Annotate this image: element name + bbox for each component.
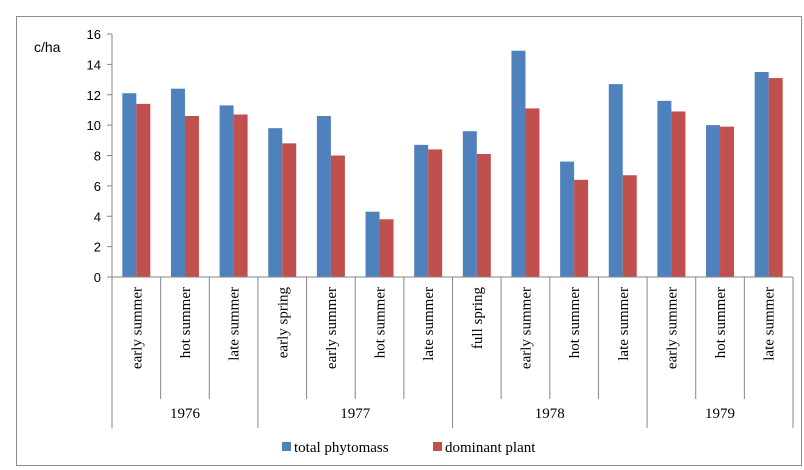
bar-dominant-plant-1979-late-summer	[768, 78, 783, 277]
bar-total-phytomass-1979-hot-summer	[706, 125, 721, 277]
legend-label-total-phytomass: total phytomass	[294, 440, 389, 456]
y-tick-label: 10	[87, 118, 101, 133]
bar-dominant-plant-1977-early-spring	[282, 143, 297, 277]
bar-dominant-plant-1976-hot-summer	[184, 116, 199, 277]
bar-dominant-plant-1979-early-summer	[671, 111, 686, 277]
y-tick-label: 8	[94, 149, 101, 164]
group-label: 1977	[340, 406, 371, 422]
bar-total-phytomass-1977-late-summer	[414, 144, 429, 277]
legend-label-dominant-plant: dominant plant	[445, 440, 536, 456]
bar-total-phytomass-1978-early-summer	[511, 50, 526, 277]
bar-total-phytomass-1976-early-summer	[122, 93, 137, 277]
y-tick-label: 12	[87, 88, 101, 103]
bar-dominant-plant-1979-hot-summer	[720, 126, 735, 277]
bar-total-phytomass-1977-hot-summer	[365, 211, 380, 277]
category-label: early summer	[129, 287, 145, 369]
group-label: 1979	[705, 406, 735, 422]
bar-total-phytomass-1976-hot-summer	[170, 88, 185, 277]
y-tick-label: 6	[94, 179, 101, 194]
category-label: late summer	[421, 287, 437, 361]
category-label: late summer	[762, 287, 778, 361]
bar-total-phytomass-1978-full-spring	[462, 131, 477, 277]
category-label: hot summer	[373, 287, 389, 358]
bar-dominant-plant-1977-late-summer	[428, 149, 443, 277]
bar-dominant-plant-1977-early-summer	[330, 155, 345, 277]
bar-total-phytomass-1979-early-summer	[657, 100, 672, 277]
y-tick-label: 0	[94, 270, 101, 285]
y-tick-label: 2	[94, 240, 101, 255]
bar-dominant-plant-1978-hot-summer	[574, 179, 589, 277]
category-label: late summer	[616, 287, 632, 361]
category-label: early spring	[275, 287, 291, 359]
legend: total phytomass dominant plant	[282, 440, 536, 456]
y-tick-label: 4	[94, 209, 101, 224]
legend-swatch-dominant-plant	[433, 442, 442, 451]
legend-swatch-total-phytomass	[282, 442, 291, 451]
category-label: early summer	[664, 287, 680, 369]
bar-dominant-plant-1978-late-summer	[622, 175, 637, 277]
bar-dominant-plant-1978-full-spring	[476, 153, 491, 277]
category-label: hot summer	[567, 287, 583, 358]
bar-total-phytomass-1979-late-summer	[754, 71, 769, 277]
group-label: 1976	[170, 406, 201, 422]
y-axis-label: c/ha	[34, 39, 61, 55]
category-label: late summer	[227, 287, 243, 361]
bar-total-phytomass-1978-late-summer	[608, 84, 623, 278]
group-label: 1978	[535, 406, 565, 422]
category-label: hot summer	[713, 287, 729, 358]
category-labels: early summer hot summer late summer early s…	[129, 287, 777, 370]
bar-dominant-plant-1977-hot-summer	[379, 219, 394, 277]
group-labels: 1976 1977 1978 1979	[170, 406, 735, 422]
bar-total-phytomass-1977-early-summer	[316, 116, 331, 277]
y-axis-ticks: 0 2 4 6 8 10 12 14 16	[87, 27, 112, 285]
bars	[122, 50, 783, 278]
category-label: full spring	[470, 287, 486, 350]
y-tick-label: 16	[87, 27, 101, 42]
bar-total-phytomass-1976-late-summer	[219, 105, 234, 277]
category-label: hot summer	[178, 287, 194, 358]
axes	[111, 34, 794, 428]
bar-dominant-plant-1976-early-summer	[136, 103, 151, 277]
bar-total-phytomass-1977-early-spring	[268, 128, 283, 277]
bar-dominant-plant-1978-early-summer	[525, 108, 540, 277]
category-label: early summer	[518, 287, 534, 369]
category-label: early summer	[324, 287, 340, 369]
bar-total-phytomass-1978-hot-summer	[560, 161, 575, 277]
y-tick-label: 14	[87, 57, 101, 72]
bar-dominant-plant-1976-late-summer	[233, 114, 248, 278]
